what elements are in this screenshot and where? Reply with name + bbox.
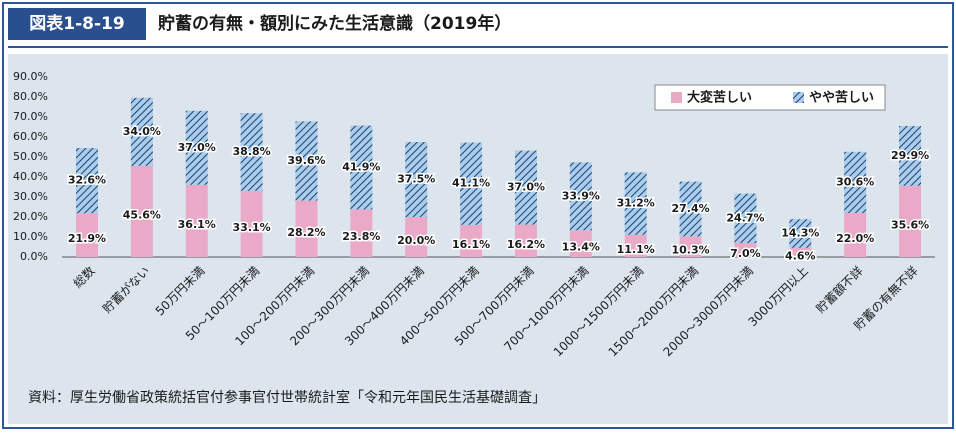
bar-segment [624,172,647,235]
value-label: 10.3% [671,244,709,257]
value-label: 34.0% [123,125,161,138]
bar-segment [130,97,153,166]
legend-label: やや苦しい [809,90,874,106]
bar-segment [240,113,263,191]
value-label: 33.1% [233,221,271,234]
value-label: 37.0% [507,181,545,194]
bar-segment [569,162,592,231]
bar-segment [460,142,483,225]
y-tick-label: 60.0% [13,130,48,143]
bar-segment [295,121,318,201]
y-tick-label: 30.0% [13,190,48,203]
value-label: 41.1% [452,177,490,190]
value-label: 38.8% [233,145,271,158]
value-label: 28.2% [287,226,325,239]
y-tick-label: 50.0% [13,150,48,163]
value-label: 36.1% [178,218,216,231]
value-label: 30.6% [836,175,874,188]
value-label: 14.3% [781,227,819,240]
bar-segment [405,142,428,217]
bar-segment [350,209,373,257]
bar-segment [350,125,373,210]
legend-swatch [671,92,682,103]
value-label: 33.9% [562,189,600,202]
value-label: 7.0% [730,247,761,260]
figure-label-box [8,8,146,40]
value-label: 13.4% [562,241,600,254]
legend-label: 大変苦しい [687,90,752,106]
bar-segment [624,234,647,257]
value-label: 39.6% [287,154,325,167]
value-label: 45.6% [123,208,161,221]
bar-segment [734,193,757,243]
value-label: 27.4% [671,202,709,215]
bar-segment [899,126,922,186]
bar-segment [514,224,537,257]
bar-segment [789,247,812,257]
value-label: 16.2% [507,238,545,251]
value-label: 16.1% [452,238,490,251]
value-label: 41.9% [342,161,380,174]
y-tick-label: 40.0% [13,170,48,183]
y-tick-label: 90.0% [13,70,48,83]
header-rule [8,46,948,48]
value-label: 37.5% [397,173,435,186]
value-label: 4.6% [785,249,816,262]
bar-segment [844,151,867,213]
figure-label: 図表1-8-19 [29,13,124,34]
bar-segment [679,181,702,237]
bar-segment [76,213,98,257]
bar-segment [569,230,592,257]
value-label: 29.9% [891,149,929,162]
y-tick-label: 20.0% [13,210,48,223]
chart-title: 貯蓄の有無・額別にみた生活意識（2019年） [158,13,511,34]
value-label: 20.0% [397,234,435,247]
y-tick-label: 10.0% [13,230,48,243]
value-label: 11.1% [617,243,655,256]
legend-swatch [793,92,804,103]
bar-segment [734,243,757,257]
bar-segment [240,190,263,257]
value-label: 32.6% [68,174,106,187]
bar-segment [295,200,318,257]
bar-segment [514,150,537,225]
bar-segment [899,185,922,257]
bar-segment [679,236,702,257]
y-tick-label: 80.0% [13,90,48,103]
bar-segment [185,184,208,257]
bar-segment [185,110,208,185]
source-note: 資料：厚生労働省政策統括官付参事官付世帯統計室「令和元年国民生活基礎調査」 [28,389,546,406]
value-label: 37.0% [178,141,216,154]
value-label: 22.0% [836,232,874,245]
value-label: 23.8% [342,230,380,243]
bar-segment [844,213,867,257]
value-label: 24.7% [726,211,764,224]
bar-segment [405,217,428,257]
y-tick-label: 70.0% [13,110,48,123]
legend-box [654,84,886,111]
bar-segment [76,148,98,214]
y-tick-label: 0.0% [20,250,48,263]
bar-segment [789,219,812,248]
value-label: 31.2% [617,197,655,210]
bar-segment [130,165,153,257]
bar-segment [460,224,483,257]
value-label: 35.6% [891,218,929,231]
value-label: 21.9% [68,232,106,245]
